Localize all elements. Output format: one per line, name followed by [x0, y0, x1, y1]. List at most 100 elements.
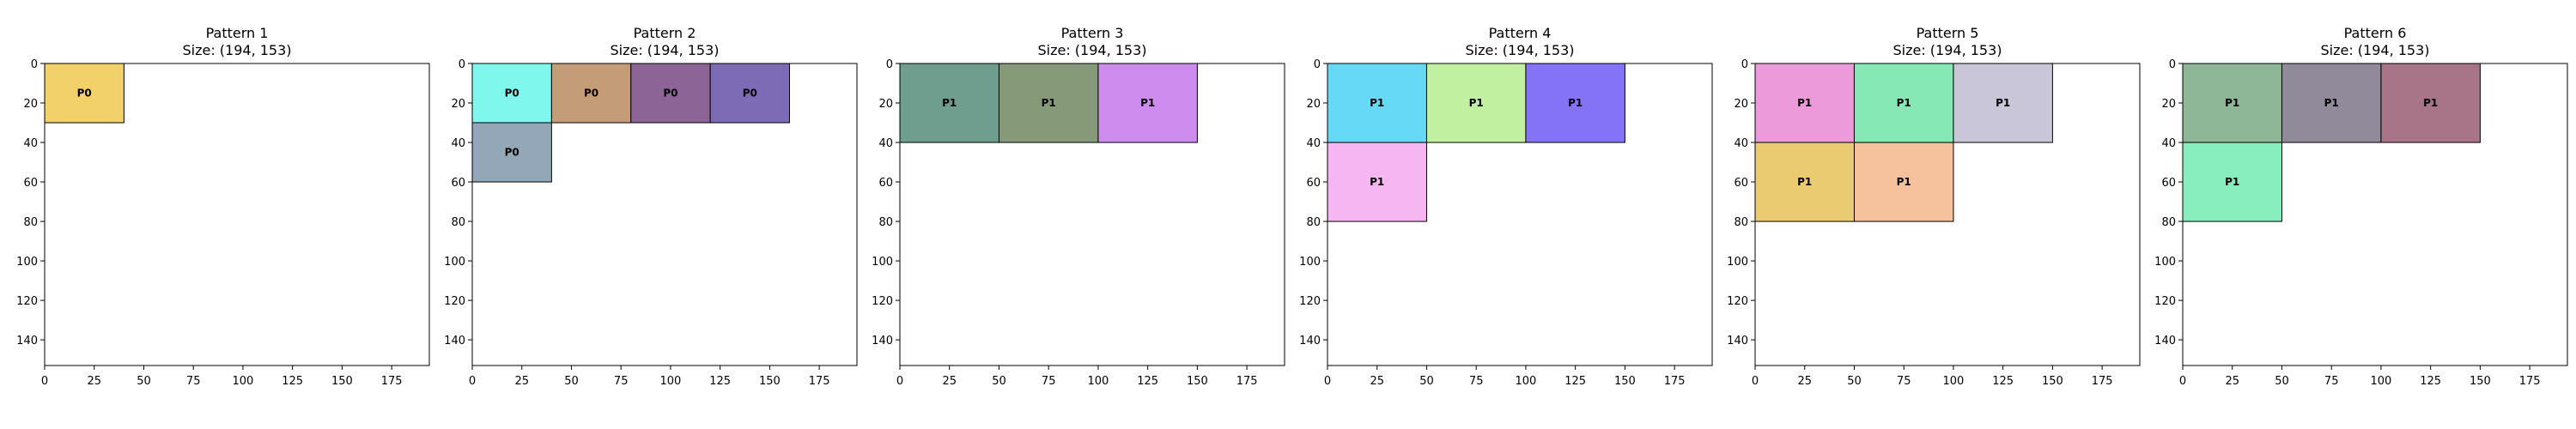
x-tick-label: 50	[564, 375, 579, 388]
chart-title: Pattern 4	[1489, 25, 1552, 41]
pattern-rect	[2380, 63, 2481, 143]
x-tick-label: 125	[1992, 375, 2014, 388]
chart-subtitle: Size: (194, 153)	[610, 42, 719, 58]
chart-title: Pattern 5	[1917, 25, 1979, 41]
pattern-rect	[1097, 63, 1198, 143]
x-tick-label: 0	[896, 375, 903, 388]
rect-label: P0	[584, 88, 598, 100]
x-tick-label: 0	[1752, 375, 1759, 388]
x-tick-label: 125	[1564, 375, 1586, 388]
x-tick-label: 100	[1088, 375, 1109, 388]
y-tick-label: 140	[16, 335, 38, 347]
x-tick-label: 100	[233, 375, 254, 388]
rect-label: P0	[505, 147, 519, 159]
y-tick-label: 0	[459, 58, 465, 71]
y-tick-label: 40	[1734, 137, 1748, 150]
y-tick-label: 140	[1727, 335, 1748, 347]
x-tick-label: 75	[1897, 375, 1911, 388]
axes-frame	[2182, 63, 2568, 366]
y-tick-label: 20	[2161, 98, 2176, 111]
y-tick-label: 60	[23, 177, 38, 190]
y-tick-label: 40	[1306, 137, 1321, 150]
y-tick-label: 120	[444, 295, 465, 308]
x-tick-label: 25	[942, 375, 957, 388]
y-tick-label: 40	[878, 137, 893, 150]
y-tick-label: 20	[1734, 98, 1748, 111]
y-tick-label: 120	[2154, 295, 2176, 308]
pattern-rect	[1327, 142, 1427, 222]
x-tick-label: 175	[2092, 375, 2113, 388]
rect-label: P1	[2324, 97, 2339, 109]
x-tick-label: 75	[1042, 375, 1056, 388]
rect-label: P1	[2225, 97, 2239, 109]
y-tick-label: 0	[2169, 58, 2176, 71]
chart-title: Pattern 1	[206, 25, 269, 41]
y-tick-label: 100	[872, 256, 893, 269]
pattern-rect	[1853, 142, 1954, 222]
rect-label: P1	[1042, 97, 1056, 109]
y-tick-label: 80	[23, 216, 38, 229]
pattern-rect	[998, 63, 1099, 143]
y-tick-label: 100	[1299, 256, 1321, 269]
x-tick-label: 25	[514, 375, 529, 388]
y-tick-label: 80	[1306, 216, 1321, 229]
chart-subtitle: Size: (194, 153)	[1037, 42, 1146, 58]
rect-label: P1	[1996, 97, 2010, 109]
x-tick-label: 100	[1516, 375, 1537, 388]
y-tick-label: 20	[23, 98, 38, 111]
x-tick-label: 50	[2275, 375, 2289, 388]
x-tick-label: 150	[331, 375, 353, 388]
pattern-rect	[471, 63, 552, 124]
pattern-rect	[44, 63, 125, 124]
x-tick-label: 125	[2420, 375, 2441, 388]
chart-subtitle: Size: (194, 153)	[182, 42, 291, 58]
rect-label: P0	[505, 88, 519, 100]
y-tick-label: 40	[451, 137, 465, 150]
x-tick-label: 150	[2470, 375, 2491, 388]
x-tick-label: 0	[1324, 375, 1331, 388]
x-tick-label: 25	[1797, 375, 1812, 388]
x-tick-label: 75	[186, 375, 201, 388]
axes-frame	[899, 63, 1285, 366]
x-tick-label: 125	[1137, 375, 1158, 388]
y-tick-label: 120	[1299, 295, 1321, 308]
x-tick-label: 75	[2324, 375, 2339, 388]
rect-label: P1	[942, 97, 957, 109]
x-tick-label: 0	[41, 375, 48, 388]
axes-frame	[1754, 63, 2141, 366]
rect-label: P1	[1568, 97, 1583, 109]
pattern-rect	[709, 63, 790, 124]
pattern-rect	[550, 63, 632, 124]
rect-label: P1	[1370, 97, 1384, 109]
y-tick-label: 100	[1727, 256, 1748, 269]
y-tick-label: 20	[451, 98, 465, 111]
y-tick-label: 0	[1314, 58, 1321, 71]
rect-label: P0	[77, 88, 92, 100]
x-tick-label: 100	[660, 375, 682, 388]
chart-title: Pattern 2	[634, 25, 696, 41]
x-tick-label: 100	[1943, 375, 1965, 388]
chart-subtitle: Size: (194, 153)	[1893, 42, 2002, 58]
rect-label: P0	[743, 88, 757, 100]
pattern-rect	[2182, 142, 2282, 222]
y-tick-label: 100	[444, 256, 465, 269]
x-tick-label: 125	[709, 375, 731, 388]
rect-label: P1	[1797, 176, 1812, 188]
x-tick-label: 175	[381, 375, 403, 388]
y-tick-label: 120	[16, 295, 38, 308]
rect-label: P1	[2423, 97, 2438, 109]
y-tick-label: 60	[451, 177, 465, 190]
axes-frame	[1327, 63, 1713, 366]
y-tick-label: 40	[23, 137, 38, 150]
rect-label: P1	[1897, 176, 1911, 188]
x-tick-label: 75	[614, 375, 629, 388]
x-tick-label: 50	[992, 375, 1006, 388]
x-tick-label: 150	[759, 375, 781, 388]
